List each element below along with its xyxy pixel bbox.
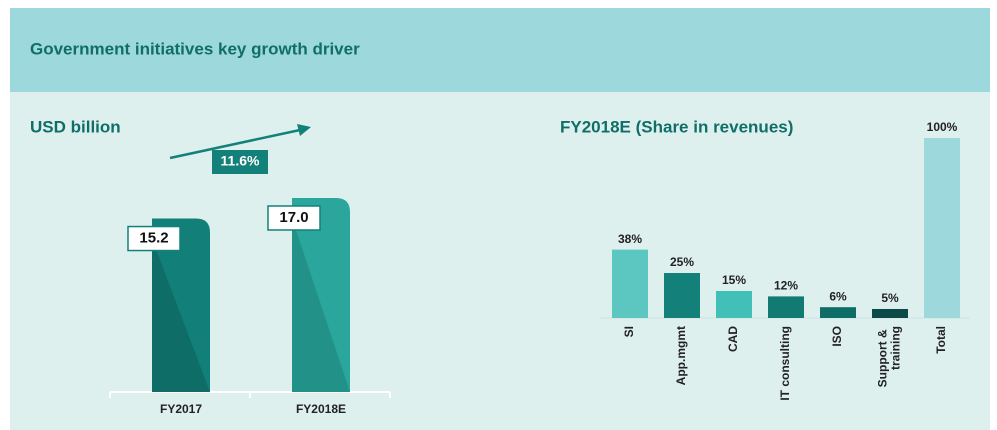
annotation: 11.6%: [221, 153, 260, 169]
value-label-box: [267, 205, 321, 231]
x-tick-label: SI: [622, 326, 636, 337]
value-label: 15%: [722, 273, 746, 287]
bar: [768, 296, 804, 318]
bar-group: [152, 218, 210, 392]
bar-group: [292, 198, 350, 392]
bar: [612, 249, 648, 318]
x-tick-label: App.mgmt: [674, 326, 688, 385]
header-band: [10, 8, 990, 92]
chart-title: USD billion: [30, 117, 121, 136]
value-label: 5%: [881, 291, 899, 305]
value-label-box: [127, 225, 181, 252]
arrow-head: [297, 124, 311, 136]
value-label: 25%: [670, 255, 694, 269]
value-label: 17.0: [279, 209, 308, 226]
bar: [924, 138, 960, 318]
x-tick-label: ISO: [830, 326, 844, 347]
bar: [872, 309, 908, 318]
value-label: 100%: [927, 120, 958, 134]
bar: [716, 291, 752, 318]
value-label: 38%: [618, 232, 642, 246]
header-title: Government initiatives key growth driver: [30, 39, 360, 58]
label-line: Support &: [876, 326, 890, 387]
annotation-box: [212, 150, 268, 174]
bar-shade: [152, 238, 210, 392]
value-label: 15.2: [139, 230, 168, 247]
x-tick-label: Support & training: [876, 326, 903, 387]
x-tick-label: IT consulting: [778, 326, 792, 401]
chart-title: FY2018E (Share in revenues): [560, 117, 793, 136]
x-tick-label: FY2018E: [296, 402, 346, 416]
label-line: training: [889, 326, 903, 370]
bar: [664, 273, 700, 318]
growth-arrow: [169, 128, 301, 160]
bar-shade: [292, 218, 350, 392]
value-label: 12%: [774, 279, 798, 293]
x-tick-label: FY2017: [160, 402, 202, 416]
bar: [820, 307, 856, 318]
x-tick-label: Total: [934, 326, 948, 354]
x-tick-label: CAD: [726, 326, 740, 352]
value-label: 6%: [829, 289, 847, 303]
